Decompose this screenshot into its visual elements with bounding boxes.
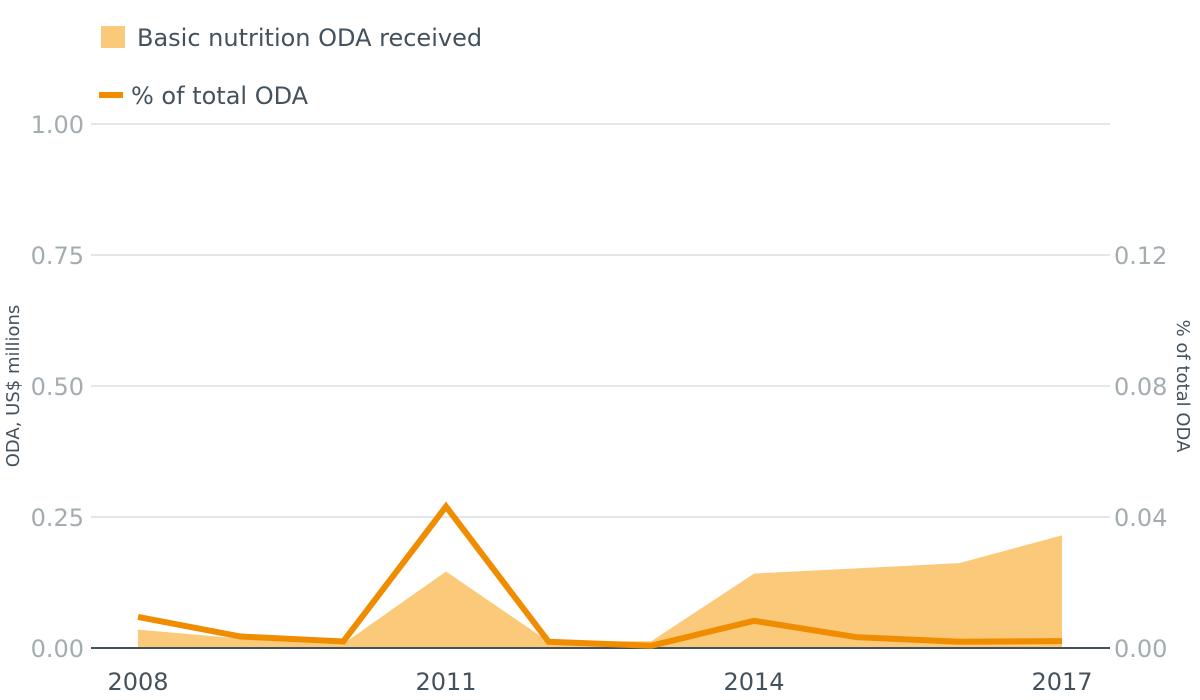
- line-series-path: [137, 501, 1063, 649]
- area-series-fill: [138, 535, 1062, 648]
- left-axis-title: ODA, US$ millions: [3, 305, 24, 468]
- x-tick-label: 2017: [1031, 668, 1092, 696]
- gridlines: [91, 123, 1110, 518]
- legend-area-swatch: [101, 26, 125, 48]
- x-axis-ticks: 2008 2011 2014 2017: [107, 668, 1092, 696]
- right-axis-title: % of total ODA: [1172, 320, 1193, 453]
- left-tick-label: 1.00: [31, 111, 84, 139]
- right-tick-label: 0.00: [1114, 635, 1167, 663]
- right-axis-ticks: 0.00 0.04 0.08 0.12: [1114, 242, 1167, 663]
- legend-area-label: Basic nutrition ODA received: [137, 24, 482, 52]
- line-series: [137, 501, 1063, 649]
- left-tick-label: 0.75: [31, 242, 84, 270]
- x-tick-label: 2008: [107, 668, 168, 696]
- right-tick-label: 0.04: [1114, 504, 1167, 532]
- right-tick-label: 0.12: [1114, 242, 1167, 270]
- legend-line-label: % of total ODA: [131, 82, 309, 110]
- x-tick-label: 2014: [723, 668, 784, 696]
- left-tick-label: 0.25: [31, 504, 84, 532]
- left-tick-label: 0.00: [31, 635, 84, 663]
- area-series: [138, 535, 1062, 648]
- left-axis-ticks: 0.00 0.25 0.50 0.75 1.00: [31, 111, 84, 663]
- legend: Basic nutrition ODA received % of total …: [99, 24, 482, 110]
- legend-line-swatch: [99, 92, 123, 98]
- right-tick-label: 0.08: [1114, 373, 1167, 401]
- left-tick-label: 0.50: [31, 373, 84, 401]
- x-tick-label: 2011: [415, 668, 476, 696]
